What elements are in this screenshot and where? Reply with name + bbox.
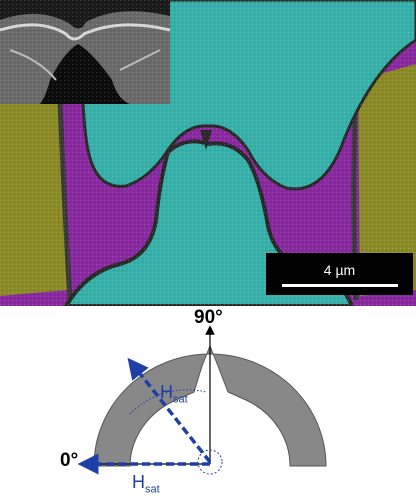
scale-bar: 4 µm [266,253,413,295]
hsat-diagonal-label: Hsat [160,382,188,406]
scale-bar-label: 4 µm [323,262,356,278]
sem-micrograph: 4 µm [0,0,416,306]
hsat-symbol: H [132,472,145,492]
hsat-diagonal-arrow [127,357,212,464]
hsat-subscript: sat [173,393,188,406]
sem-inset-image [0,0,170,104]
angle-90-label: 90° [194,307,223,328]
field-angle-diagram [77,325,327,475]
scale-bar-line [282,284,398,287]
hsat-horizontal-label: Hsat [132,472,160,496]
hsat-symbol: H [160,382,173,402]
hsat-subscript: sat [145,483,160,496]
angle-0-label: 0° [60,450,79,471]
